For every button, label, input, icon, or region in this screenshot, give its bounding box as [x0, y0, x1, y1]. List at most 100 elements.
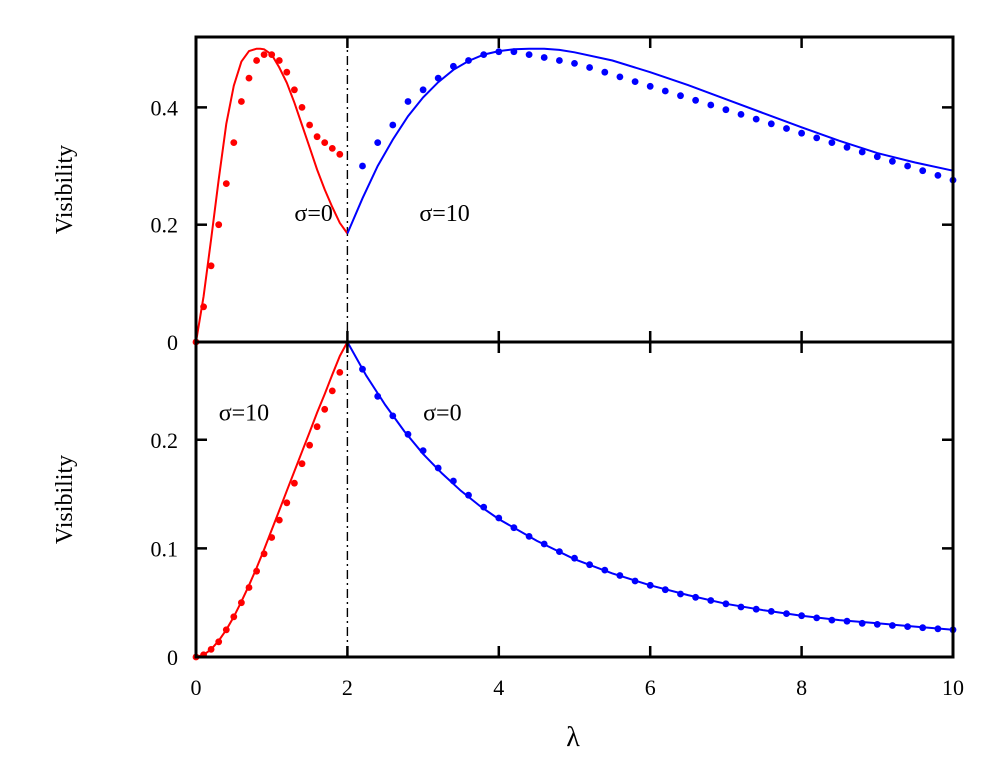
bottom-annotation: σ=0	[423, 401, 461, 427]
bottom-x-tick-label: 8	[796, 675, 807, 700]
top-series-1-point	[245, 74, 253, 82]
bottom-series-1-point	[238, 599, 245, 607]
bottom-series-3-point	[601, 566, 609, 574]
top-series-3-point	[752, 115, 760, 123]
bottom-series-3-point	[450, 477, 457, 485]
bottom-y-tick-label: 0	[167, 645, 178, 670]
bottom-series-3-point	[510, 524, 518, 532]
bottom-series-1-point	[306, 441, 313, 449]
bottom-series-1-point	[313, 423, 321, 431]
bottom-annotation: σ=10	[219, 401, 269, 427]
top-series-3-point	[858, 148, 866, 156]
top-series-1-point	[260, 51, 268, 58]
top-series-1-point	[321, 139, 329, 147]
bottom-y-tick-label: 0.2	[151, 428, 179, 453]
top-series-3-point	[646, 82, 654, 90]
bottom-series-1-point	[253, 567, 260, 575]
bottom-series-3-point	[707, 597, 715, 604]
bottom-x-tick-label: 2	[342, 675, 353, 700]
top-series-1-point	[283, 68, 291, 76]
top-series-3-point	[798, 129, 805, 137]
bottom-series-3-point	[767, 608, 775, 615]
bottom-series-3-point	[434, 464, 442, 472]
bottom-series-3-point	[404, 430, 412, 438]
bottom-series-3-point	[904, 623, 911, 630]
top-series-3-point	[465, 57, 472, 64]
bottom-series-1-point	[298, 460, 306, 468]
top-series-3-point	[419, 86, 427, 94]
top-series-1-point	[207, 262, 215, 270]
bottom-series-3-point	[495, 514, 503, 522]
bottom-series-1-point	[207, 646, 215, 653]
top-labels-layer: 0 0.2 0.4 σ=0 σ=10	[151, 95, 470, 355]
bottom-series-1-point	[283, 499, 291, 507]
bottom-series-3-point	[692, 593, 699, 601]
top-series-1-point	[268, 51, 276, 58]
bottom-series-1-point	[275, 516, 283, 524]
bottom-series-3-point	[556, 548, 563, 555]
top-series-1-point	[215, 221, 223, 229]
bottom-series-3-point	[722, 600, 730, 608]
top-series-3-point	[540, 54, 548, 61]
top-series-3-point	[631, 78, 639, 85]
bottom-panel-frame	[194, 340, 955, 659]
bottom-y-tick-label: 0.1	[151, 536, 179, 561]
bottom-series-3-point	[586, 561, 593, 569]
bottom-series-3-point	[374, 392, 382, 400]
bottom-series-3-point	[934, 625, 942, 633]
bottom-series-3-point	[677, 590, 684, 598]
bottom-series-3-point	[889, 622, 896, 629]
bottom-series-1-point	[260, 550, 268, 558]
top-series-3-point	[586, 64, 593, 71]
top-series-1-point	[200, 303, 208, 311]
top-series-3-point	[677, 92, 684, 100]
bottom-series-3-point	[858, 619, 866, 627]
top-series-3-point	[434, 74, 442, 82]
top-series-1-point	[275, 57, 283, 64]
bottom-labels-layer: 0 2 4 6 8 10 0 0.1 0.2 σ=10 σ=0	[151, 401, 965, 700]
bottom-series-1-point	[215, 638, 223, 646]
top-series-3-point	[934, 172, 942, 179]
bottom-series-3-point	[631, 577, 639, 585]
top-series-3-point	[843, 143, 851, 151]
top-series-3-point	[601, 68, 609, 76]
bottom-series-3-point	[813, 614, 821, 622]
bottom-panel-ylabel: Visibility	[52, 455, 78, 544]
bottom-series-3-point	[480, 503, 488, 511]
top-series-3-point	[525, 51, 533, 58]
top-series-3-point	[661, 87, 669, 95]
top-series-0-line	[195, 47, 349, 343]
top-series-3-point	[737, 111, 745, 118]
top-series-3-point	[722, 106, 730, 114]
bottom-series-1-point	[291, 479, 298, 487]
top-y-tick-label: 0.2	[151, 213, 179, 238]
top-series-1-point	[291, 86, 298, 94]
top-y-tick-label: 0.4	[151, 95, 179, 120]
top-series-3-point	[616, 73, 624, 81]
top-series-1-point	[336, 150, 344, 158]
bottom-series-3-point	[919, 624, 927, 632]
top-series-1-point	[230, 139, 238, 147]
bottom-series-3-point	[389, 412, 397, 420]
bottom-series-3-point	[646, 581, 654, 589]
top-series-3-point	[767, 120, 775, 128]
top-series-3-point	[904, 162, 911, 170]
bottom-series-3-point	[783, 610, 790, 617]
bottom-series-3-point	[359, 365, 366, 373]
top-series-1-point	[253, 57, 260, 64]
bottom-series-3-point	[737, 603, 745, 611]
top-series-3-point	[404, 98, 412, 105]
bottom-panel: 0 2 4 6 8 10 0 0.1 0.2 σ=10 σ=0 Visibility	[52, 340, 965, 700]
top-series-3-point	[389, 121, 397, 129]
bottom-series-3-point	[540, 540, 548, 548]
top-series-1-point	[328, 145, 336, 152]
bottom-series-1-point	[268, 534, 276, 541]
top-series-3-point	[450, 62, 457, 70]
top-series-3-point	[783, 125, 790, 132]
top-series-3-point	[556, 57, 563, 64]
bottom-x-tick-label: 0	[191, 675, 202, 700]
bottom-x-tick-label: 6	[645, 675, 656, 700]
bottom-series-0-line	[195, 341, 349, 658]
bottom-series-1-point	[321, 405, 329, 413]
